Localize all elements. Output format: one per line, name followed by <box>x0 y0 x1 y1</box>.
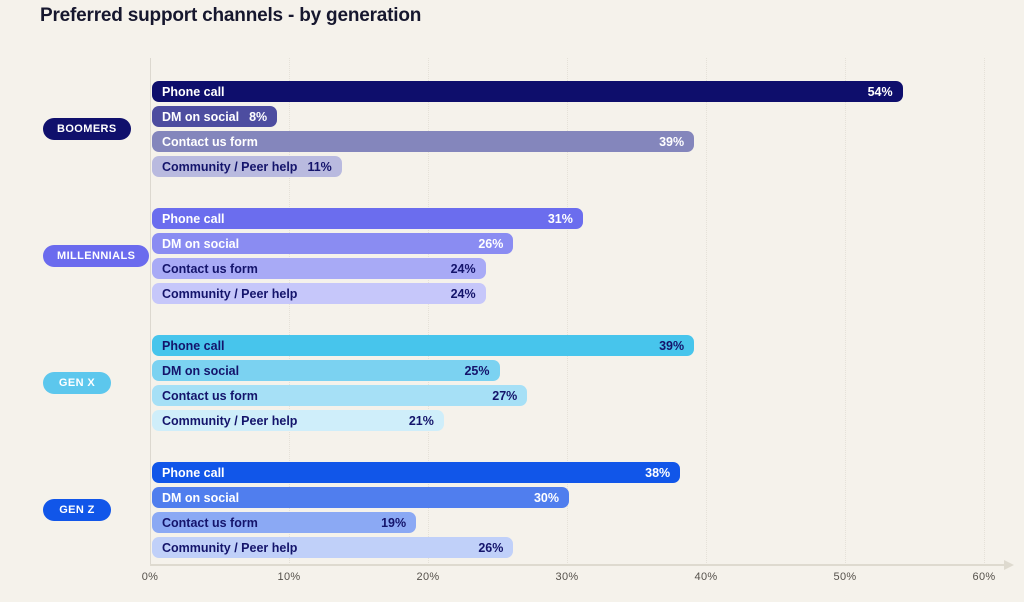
bar-value-label: 26% <box>478 540 504 555</box>
bar-boomers-contact-us-form: Contact us form 39% <box>152 131 695 152</box>
bar-gen-z-contact-us-form: Contact us form 19% <box>152 512 417 533</box>
gridline-60 <box>984 58 985 565</box>
bar-value-label: 27% <box>492 388 518 403</box>
bar-value-label: 25% <box>464 363 490 378</box>
bar-value-label: 30% <box>533 490 559 505</box>
bar-category-label: Community / Peer help <box>162 540 298 555</box>
bar-gen-z-community-peer-help: Community / Peer help 26% <box>152 537 514 558</box>
bar-category-label: DM on social <box>162 363 240 378</box>
bar-millennials-phone-call: Phone call 31% <box>152 208 583 229</box>
bar-boomers-dm-on-social: DM on social 8% <box>152 106 278 127</box>
bar-millennials-contact-us-form: Contact us form 24% <box>152 258 486 279</box>
bar-groups: BOOMERS Phone call 54% DM on social 8% Contac… <box>43 81 903 558</box>
bar-category-label: Phone call <box>162 465 225 480</box>
y-axis-line <box>150 58 151 565</box>
bar-category-label: Community / Peer help <box>162 159 298 174</box>
group-label-millennials: MILLENNIALS <box>43 245 150 267</box>
group-millennials: MILLENNIALS Phone call 31% DM on social 26% C… <box>43 208 903 304</box>
bar-value-label: 19% <box>381 515 407 530</box>
bar-gen-z-phone-call: Phone call 38% <box>152 462 681 483</box>
bar-millennials-dm-on-social: DM on social 26% <box>152 233 514 254</box>
group-gen-x: GEN X Phone call 39% DM on social 25% Contact… <box>43 335 903 431</box>
bar-value-label: 39% <box>659 134 685 149</box>
bar-category-label: Community / Peer help <box>162 413 298 428</box>
bar-gen-x-community-peer-help: Community / Peer help 21% <box>152 410 444 431</box>
tick-label-40: 40% <box>694 571 718 583</box>
tick-label-30: 30% <box>555 571 579 583</box>
bar-value-label: 21% <box>408 413 434 428</box>
bar-value-label: 31% <box>547 211 573 226</box>
bar-category-label: Contact us form <box>162 388 258 403</box>
tick-label-20: 20% <box>416 571 440 583</box>
gridline-30 <box>567 58 568 565</box>
bar-gen-x-phone-call: Phone call 39% <box>152 335 695 356</box>
group-label-gen-x: GEN X <box>43 372 111 394</box>
bar-category-label: Contact us form <box>162 261 258 276</box>
bar-category-label: Phone call <box>162 84 225 99</box>
x-axis-line <box>150 560 1014 570</box>
group-label-gen-z: GEN Z <box>43 499 111 521</box>
tick-label-60: 60% <box>972 571 996 583</box>
bar-category-label: DM on social <box>162 236 240 251</box>
bar-value-label: 38% <box>645 465 671 480</box>
bar-category-label: Contact us form <box>162 515 258 530</box>
chart-title: Preferred support channels - by generati… <box>40 5 422 26</box>
bar-gen-z-dm-on-social: DM on social 30% <box>152 487 569 508</box>
bar-value-label: 54% <box>867 84 893 99</box>
bar-value-label: 24% <box>450 261 476 276</box>
bar-gen-x-contact-us-form: Contact us form 27% <box>152 385 528 406</box>
group-label-boomers: BOOMERS <box>43 118 131 140</box>
tick-label-50: 50% <box>833 571 857 583</box>
bar-category-label: DM on social <box>162 109 240 124</box>
bar-category-label: DM on social <box>162 490 240 505</box>
bar-category-label: Contact us form <box>162 134 258 149</box>
x-axis-arrow-icon <box>1004 560 1014 570</box>
gridline-40 <box>706 58 707 565</box>
gridline-10 <box>289 58 290 565</box>
gridline-20 <box>428 58 429 565</box>
bar-value-label: 8% <box>249 109 268 124</box>
bar-value-label: 39% <box>659 338 685 353</box>
bar-value-label: 11% <box>307 159 332 174</box>
bar-category-label: Phone call <box>162 338 225 353</box>
bar-boomers-community-peer-help: Community / Peer help 11% <box>152 156 342 177</box>
group-boomers: BOOMERS Phone call 54% DM on social 8% Contac… <box>43 81 903 177</box>
bar-boomers-phone-call: Phone call 54% <box>152 81 903 102</box>
group-gen-z: GEN Z Phone call 38% DM on social 30% Contact… <box>43 462 903 558</box>
tick-label-0: 0% <box>141 571 159 583</box>
bar-category-label: Phone call <box>162 211 225 226</box>
tick-label-10: 10% <box>277 571 301 583</box>
bar-millennials-community-peer-help: Community / Peer help 24% <box>152 283 486 304</box>
bar-value-label: 24% <box>450 286 476 301</box>
bar-gen-x-dm-on-social: DM on social 25% <box>152 360 500 381</box>
bar-category-label: Community / Peer help <box>162 286 298 301</box>
bar-value-label: 26% <box>478 236 504 251</box>
gridline-50 <box>845 58 846 565</box>
